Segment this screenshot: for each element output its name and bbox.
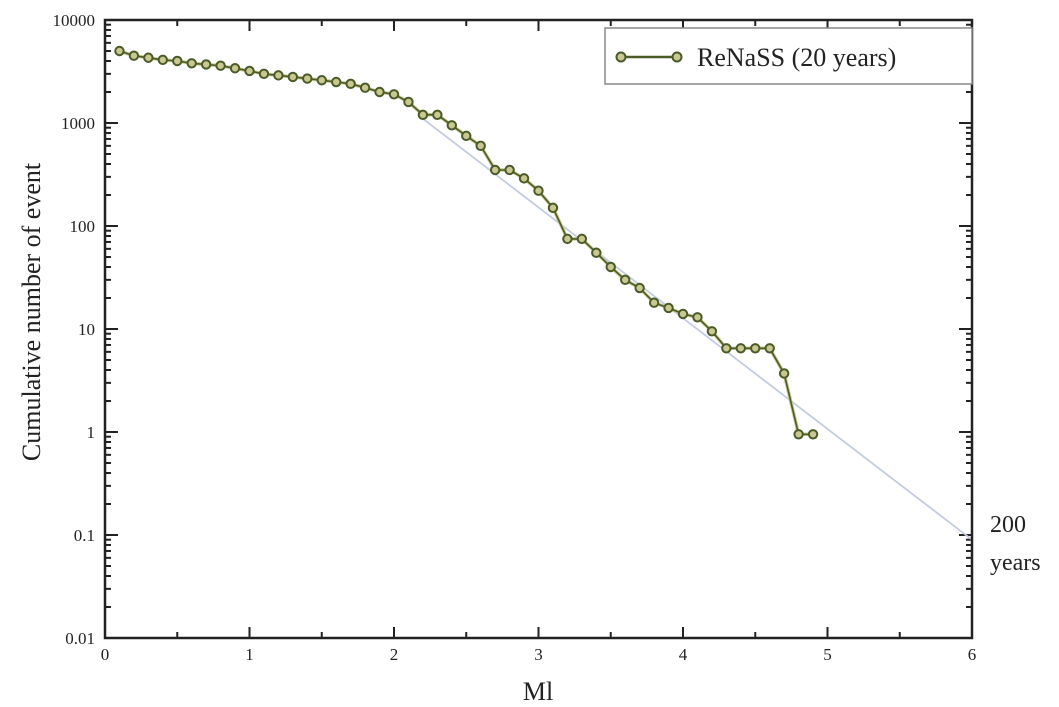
data-point: [793, 429, 804, 440]
data-point: [475, 140, 486, 152]
data-point: [562, 233, 573, 245]
legend: ReNaSS (20 years): [604, 27, 973, 85]
x-tick-label: 2: [390, 645, 399, 664]
data-point: [215, 60, 226, 71]
data-point: [403, 96, 414, 108]
data-point: [446, 120, 457, 131]
x-tick-label: 5: [823, 645, 832, 664]
data-point: [143, 52, 154, 63]
y-tick-label: 0.1: [74, 526, 95, 545]
data-point: [634, 282, 645, 294]
data-point: [229, 63, 241, 74]
data-point: [388, 89, 400, 100]
data-point: [432, 109, 443, 121]
data-point: [605, 261, 616, 273]
data-point: [200, 59, 212, 70]
data-point: [778, 368, 790, 379]
data-point: [114, 45, 125, 57]
data-point: [273, 70, 284, 81]
data-point: [677, 308, 689, 320]
series-line: [119, 50, 814, 436]
data-point: [157, 54, 169, 66]
data-point: [374, 86, 385, 98]
y-tick-label: 1000: [61, 114, 95, 133]
tick-labels: 0 1 2 3 4 5 6 0.01 0.1 1 10 100 1000 10000: [53, 11, 977, 664]
x-tick-label: 6: [968, 645, 977, 664]
data-point: [735, 343, 746, 354]
legend-marker-right: [671, 51, 683, 63]
y-tick-label: 100: [70, 217, 96, 236]
annotation-line1: 200: [990, 512, 1026, 538]
x-axis-title: Ml: [523, 677, 553, 706]
data-point: [750, 343, 761, 354]
data-point: [244, 65, 255, 77]
data-point: [764, 343, 775, 354]
data-point: [576, 233, 588, 245]
data-point: [692, 312, 703, 323]
trend-line-group: [422, 118, 973, 541]
data-point: [591, 247, 602, 258]
data-point: [359, 82, 371, 93]
trend-line: [422, 118, 973, 541]
data-point: [504, 164, 515, 176]
data-point: [287, 71, 299, 83]
y-tick-label: 0.01: [65, 629, 95, 648]
data-point: [331, 76, 342, 88]
legend-label: ReNaSS (20 years): [697, 43, 896, 72]
x-tick-label: 0: [101, 645, 110, 664]
y-tick-label: 1: [87, 423, 96, 442]
data-point: [489, 164, 501, 176]
y-tick-label: 10: [78, 320, 95, 339]
data-point: [663, 302, 674, 314]
data-point: [721, 343, 732, 354]
data-point: [547, 202, 559, 214]
data-point: [417, 109, 429, 121]
data-point: [302, 73, 313, 84]
data-point: [807, 429, 819, 440]
data-point: [533, 185, 544, 196]
plot-frame: [103, 18, 974, 640]
y-tick-label: 10000: [53, 11, 96, 30]
x-tick-label: 4: [679, 645, 688, 664]
data-point: [128, 50, 140, 61]
tick-marks: [105, 20, 972, 638]
x-tick-label: 3: [534, 645, 543, 664]
data-point: [518, 173, 530, 184]
series-group: [114, 45, 819, 440]
data-point: [648, 297, 660, 308]
data-point: [706, 326, 718, 337]
y-axis-title: Cumulative number of event: [17, 162, 46, 461]
data-point: [258, 68, 270, 80]
data-point: [461, 130, 472, 142]
data-point: [186, 58, 197, 69]
annotation-line2: years: [990, 550, 1041, 576]
series-line-halo: [118, 49, 814, 437]
x-tick-label: 1: [245, 645, 254, 664]
data-point: [345, 78, 356, 90]
data-point: [620, 274, 631, 286]
data-point: [316, 75, 327, 86]
data-point: [172, 55, 183, 67]
legend-marker-left: [615, 51, 627, 63]
